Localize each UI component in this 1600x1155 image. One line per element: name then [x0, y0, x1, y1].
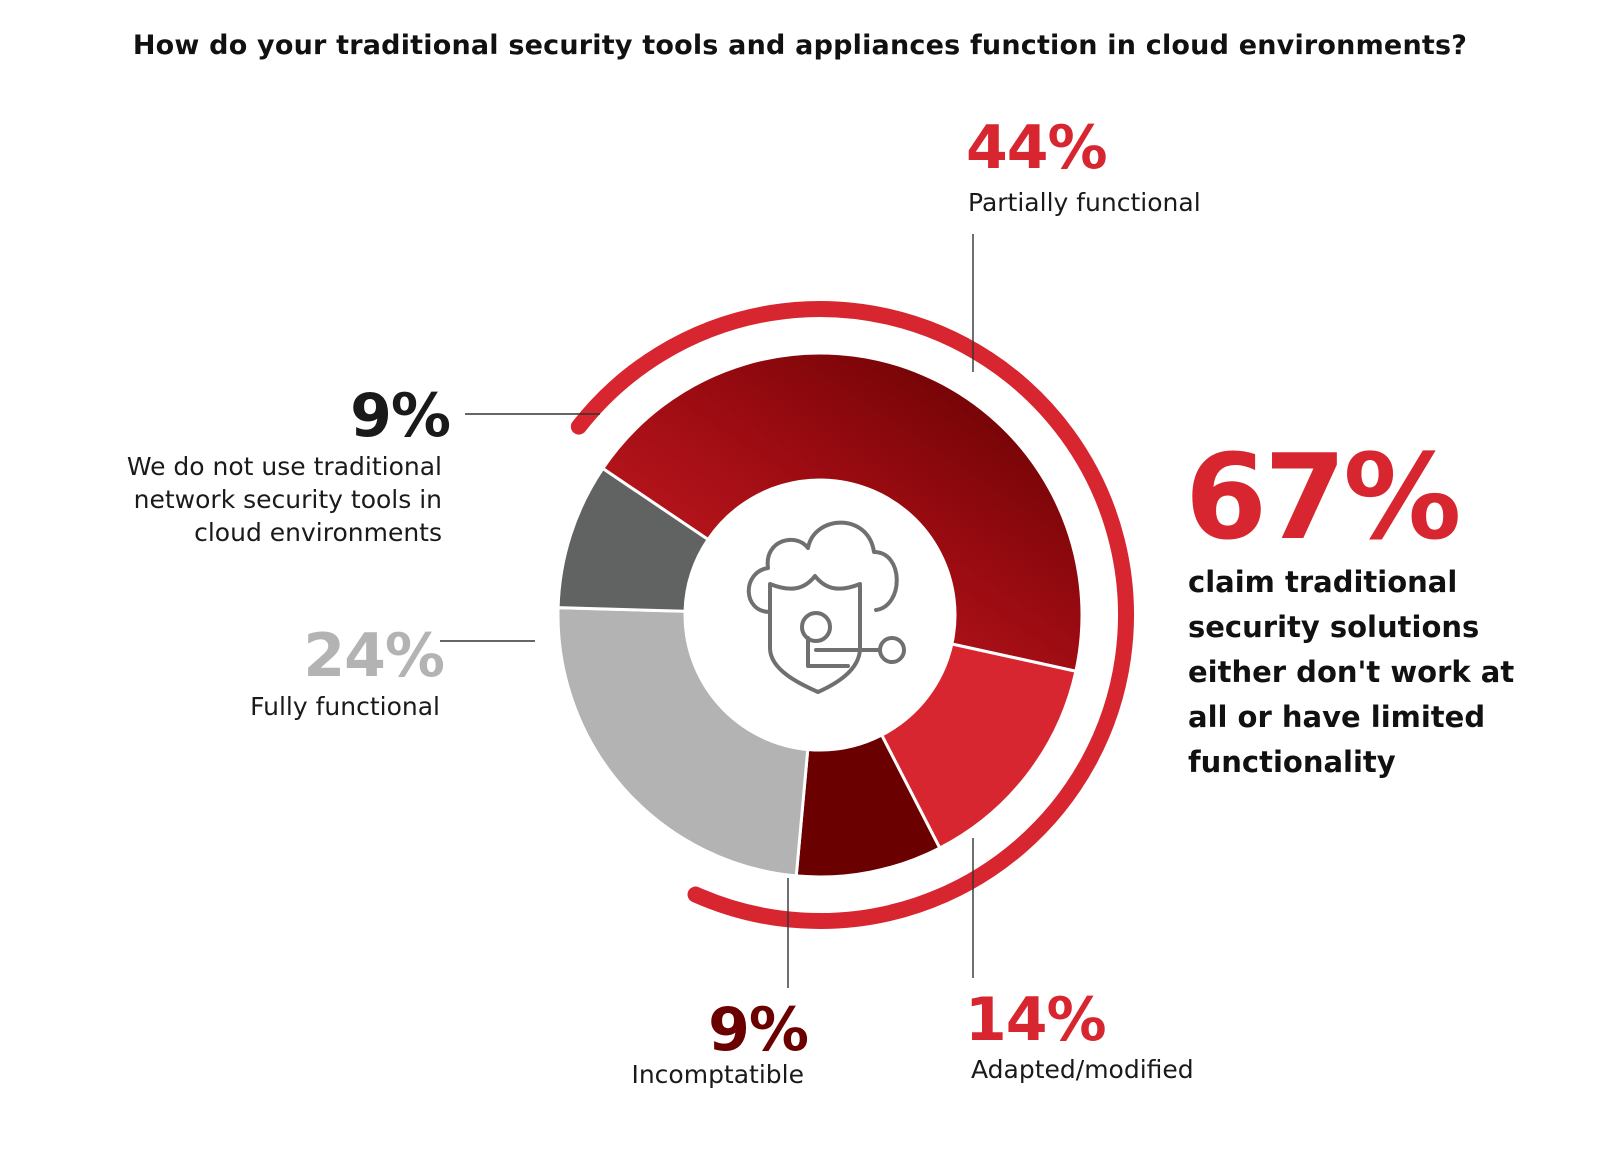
slice-partially-functional — [600, 351, 1084, 674]
adapted-label: Adapted/modified — [971, 1055, 1194, 1084]
not-use-value: 9% — [350, 381, 451, 451]
not-use-label: We do not use traditional network securi… — [126, 452, 442, 547]
highlight-value: 67% — [1185, 428, 1461, 566]
donut-slices — [556, 351, 1084, 879]
slice-adapted-modified — [879, 642, 1078, 851]
incompatible-value: 9% — [708, 995, 809, 1065]
cloud-shield-key-icon — [746, 520, 906, 694]
highlight-text: claim traditional security solutions eit… — [1188, 565, 1515, 779]
slice-not-use — [556, 466, 711, 613]
chart-title: How do your traditional security tools a… — [132, 30, 1468, 61]
leader-lines — [440, 234, 974, 988]
fully-label: Fully functional — [250, 692, 440, 721]
partially-label: Partially functional — [968, 188, 1201, 217]
slice-fully-functional — [556, 606, 810, 878]
adapted-value: 14% — [965, 985, 1107, 1055]
fully-value: 24% — [303, 621, 445, 691]
partially-value: 44% — [966, 113, 1108, 183]
incompatible-label: Incomptatible — [631, 1060, 804, 1089]
highlight-arc — [570, 301, 1134, 929]
